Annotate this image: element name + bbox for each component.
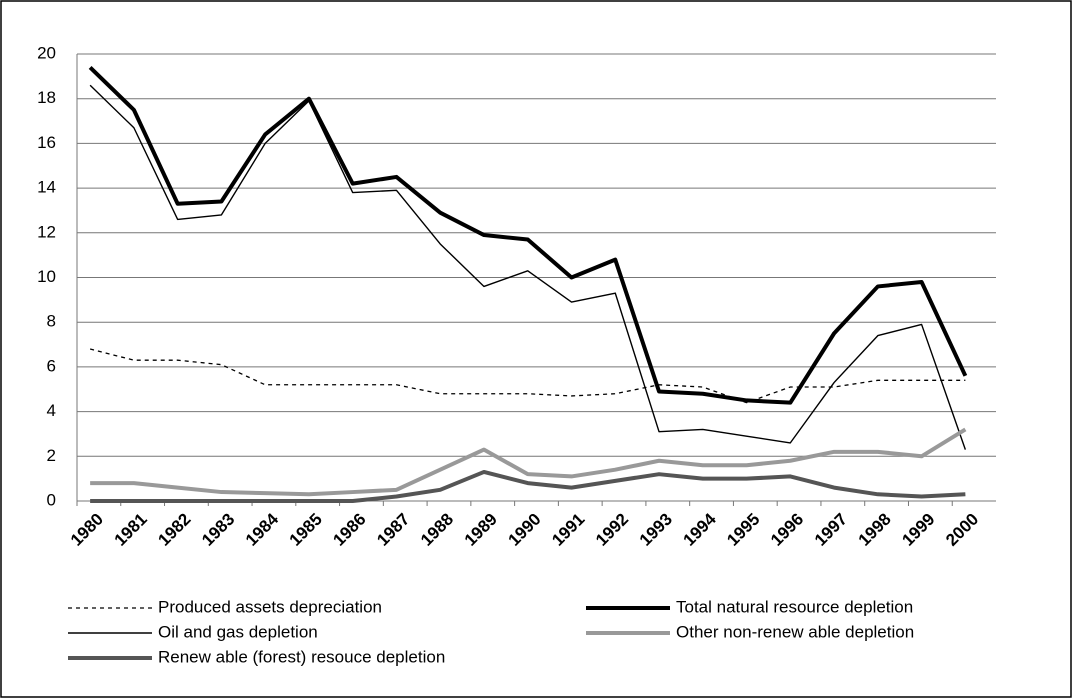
series-line xyxy=(88,65,968,405)
y-tick-label: 0 xyxy=(47,490,56,509)
legend-label: Oil and gas depletion xyxy=(158,622,318,641)
y-tick-label: 2 xyxy=(47,446,56,465)
y-tick-label: 8 xyxy=(47,312,56,331)
legend-label: Other non-renew able depletion xyxy=(676,622,914,641)
y-tick-label: 20 xyxy=(37,43,56,62)
series-line xyxy=(90,469,966,503)
y-tick-label: 4 xyxy=(47,401,56,420)
y-tick-label: 16 xyxy=(37,133,56,152)
y-tick-label: 6 xyxy=(47,356,56,375)
y-tick-label: 12 xyxy=(37,222,56,241)
series-line xyxy=(89,84,967,450)
legend-label: Produced assets depreciation xyxy=(158,597,382,616)
series-line xyxy=(90,427,967,497)
y-tick-label: 14 xyxy=(37,178,56,197)
legend-label: Total natural resource depletion xyxy=(676,597,913,616)
y-tick-label: 18 xyxy=(37,88,56,107)
y-tick-label: 10 xyxy=(37,267,56,286)
legend-label: Renew able (forest) resouce depletion xyxy=(158,647,445,666)
